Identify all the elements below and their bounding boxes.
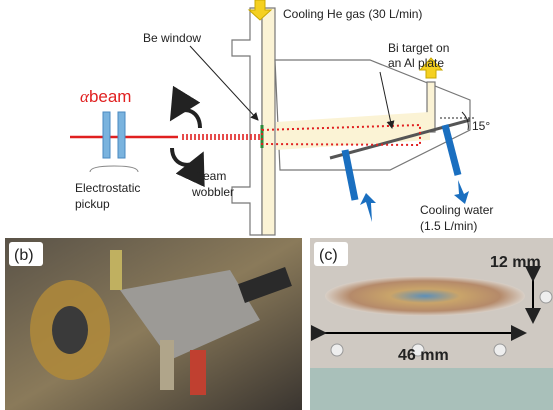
width-label: 46 mm [398,347,449,364]
panel-label: (b) [14,247,34,264]
wobbler-arrow [172,148,202,165]
window-label: Be window [143,31,201,45]
pickup-label: Electrostatic [75,181,140,195]
helium-label: Cooling He gas (30 L/min) [283,7,422,21]
wobbler-label: Beam [195,169,226,183]
beam-label: αbeam [80,87,131,106]
water-label: Cooling water [420,203,493,217]
target-label: Bi target on [388,41,449,55]
beam-word: beam [89,87,132,106]
angle-label: 15° [472,119,490,133]
wobbler-label: wobbler [191,185,234,199]
wobbler-arrow [172,110,200,128]
pickup-electrode [118,112,125,158]
pointer [190,46,258,120]
page: Cooling He gas (30 L/min) Be window Bi t… [0,0,553,410]
figure: Cooling He gas (30 L/min) Be window Bi t… [0,0,553,410]
target-label: an Al plate [388,56,444,70]
pickup-electrode [103,112,110,158]
panel-label: (c) [319,247,338,264]
water-label: (1.5 L/min) [420,219,477,233]
water-out-arrow [454,180,469,204]
bracket [90,166,138,172]
height-label: 12 mm [490,254,541,271]
photo-c: (c) 12 mm 46 mm [310,238,553,410]
pickup-label: pickup [75,197,110,211]
photo-b: (b) [5,238,302,410]
water-in-arrow [360,193,376,222]
